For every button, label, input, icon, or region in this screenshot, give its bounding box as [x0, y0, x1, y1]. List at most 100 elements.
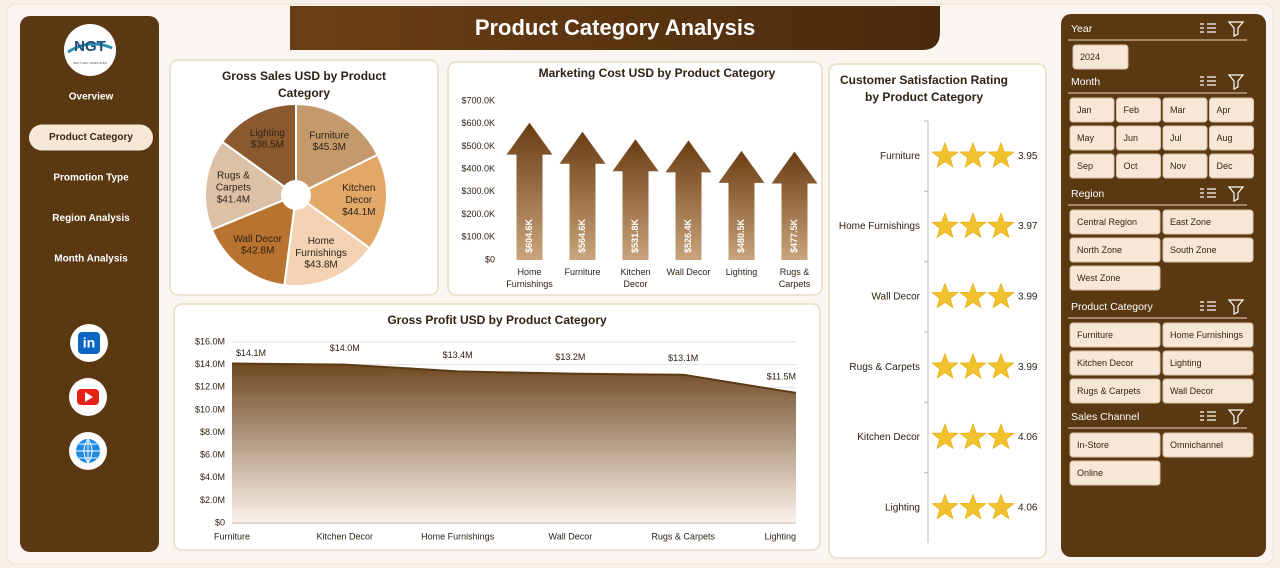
- arrow-bar: [506, 122, 553, 260]
- multi-select-icon[interactable]: [1200, 301, 1216, 311]
- slicer-button[interactable]: [1069, 237, 1161, 263]
- slicer-button[interactable]: [1069, 460, 1161, 486]
- nav-item[interactable]: Region Analysis: [52, 213, 130, 224]
- star-bar: [931, 212, 1015, 239]
- slicer-button-label: Jun: [1124, 133, 1139, 143]
- nav-item[interactable]: Promotion Type: [53, 173, 129, 184]
- star: [959, 141, 987, 168]
- slicer-button[interactable]: [1162, 432, 1254, 458]
- header-banner: [290, 6, 940, 50]
- multi-select-icon[interactable]: [1200, 411, 1216, 421]
- slicer-button[interactable]: [1069, 322, 1161, 348]
- slicer-button[interactable]: [1116, 153, 1161, 179]
- slicer-button-label: West Zone: [1077, 273, 1120, 283]
- slicer-button[interactable]: [1069, 432, 1161, 458]
- slicer-button[interactable]: [1162, 322, 1254, 348]
- slicer-button-label: Dec: [1217, 161, 1234, 171]
- slicer-button-label: Wall Decor: [1170, 386, 1214, 396]
- slicer-button[interactable]: [1162, 125, 1208, 151]
- star: [1015, 433, 1017, 434]
- slicer-button[interactable]: [1116, 125, 1161, 151]
- point-value-label: $14.0M: [330, 343, 360, 353]
- multi-select-icon[interactable]: [1200, 188, 1216, 198]
- clear-filter-icon[interactable]: [1227, 186, 1245, 202]
- star: [987, 141, 1014, 168]
- slicer-button[interactable]: [1162, 350, 1254, 376]
- slicer-button[interactable]: [1162, 97, 1208, 123]
- slicer-button[interactable]: [1209, 97, 1254, 123]
- clear-filter-icon[interactable]: [1227, 299, 1245, 315]
- bar-value-label: 3.97: [1018, 221, 1038, 232]
- slicer-button[interactable]: [1209, 125, 1254, 151]
- slicer-button[interactable]: [1069, 125, 1115, 151]
- bar-value-label: $531.8K: [630, 218, 640, 253]
- y-tick-label: $16.0M: [195, 336, 225, 346]
- star: [987, 212, 1015, 239]
- nav-item[interactable]: Product Category: [49, 132, 133, 143]
- slicer-button-label: South Zone: [1170, 245, 1217, 255]
- slicer-button[interactable]: [1069, 209, 1161, 235]
- slicer-button[interactable]: [1069, 378, 1161, 404]
- slicer-button[interactable]: [1069, 153, 1115, 179]
- slice-category-label: Kitchen Decor: [342, 183, 375, 206]
- nav-item[interactable]: Overview: [69, 92, 114, 103]
- slicer-button-label: Omnichannel: [1170, 440, 1223, 450]
- slicer-button[interactable]: [1162, 209, 1254, 235]
- x-tick-label: Rugs & Carpets: [779, 267, 811, 289]
- x-tick-label: Lighting: [764, 531, 796, 541]
- star: [959, 212, 987, 239]
- slicer-button-label: 2024: [1080, 52, 1100, 62]
- slicer-button[interactable]: [1116, 97, 1161, 123]
- star-bar: [931, 352, 1015, 379]
- y-tick-label: Home Furnishings: [839, 221, 920, 232]
- slice-value-label: $45.3M: [313, 142, 346, 153]
- y-tick-label: $4.0M: [200, 472, 225, 482]
- star: [931, 282, 959, 309]
- slicer-button[interactable]: [1162, 378, 1254, 404]
- multi-select-icon[interactable]: [1200, 23, 1216, 33]
- clear-filter-icon[interactable]: [1227, 21, 1245, 37]
- star: [987, 493, 1015, 520]
- linkedin-text: in: [83, 335, 95, 351]
- point-value-label: $13.2M: [555, 352, 585, 362]
- slicer-button[interactable]: [1069, 265, 1161, 291]
- slicer-button[interactable]: [1072, 44, 1129, 70]
- slicer-button[interactable]: [1162, 237, 1254, 263]
- x-tick-label: Wall Decor: [667, 267, 711, 277]
- clear-filter-icon[interactable]: [1227, 409, 1245, 425]
- pie-slice: [295, 102, 379, 191]
- y-tick-label: $300.0K: [461, 186, 495, 196]
- x-tick-label: Wall Decor: [549, 531, 593, 541]
- pie-slice: [204, 140, 287, 231]
- slice-value-label: $43.8M: [304, 259, 337, 270]
- youtube-play: [85, 392, 93, 402]
- y-tick-label: Wall Decor: [871, 291, 920, 302]
- slicer-button-label: Home Furnishings: [1170, 330, 1244, 340]
- slicer-button[interactable]: [1162, 153, 1208, 179]
- slicer-button-label: Sep: [1077, 161, 1093, 171]
- star: [959, 493, 987, 520]
- star: [959, 352, 987, 379]
- star-bar: [931, 423, 1017, 450]
- bar-value-label: 4.06: [1018, 502, 1038, 513]
- slicer-button[interactable]: [1069, 350, 1161, 376]
- slicer-button-label: Aug: [1217, 133, 1233, 143]
- multi-select-icon[interactable]: [1200, 76, 1216, 86]
- logo-text: NGT: [74, 38, 106, 55]
- bar-value-label: 3.99: [1018, 291, 1038, 302]
- slice-category-label: Home Furnishings: [295, 235, 347, 258]
- chart-title: Marketing Cost USD by Product Category: [539, 66, 776, 80]
- slicer-button-label: Oct: [1124, 161, 1139, 171]
- y-tick-label: Lighting: [885, 502, 920, 513]
- bar-value-label: $480.5K: [736, 218, 746, 253]
- slicer-button[interactable]: [1069, 97, 1115, 123]
- clear-filter-icon[interactable]: [1227, 74, 1245, 90]
- star: [959, 423, 987, 450]
- linkedin-square: [78, 332, 100, 354]
- slicer-button[interactable]: [1209, 153, 1254, 179]
- area-fill: [232, 363, 796, 523]
- page-title: Product Category Analysis: [475, 15, 755, 40]
- star: [987, 423, 1015, 450]
- slicer-title: Region: [1071, 188, 1104, 200]
- nav-item[interactable]: Month Analysis: [54, 254, 128, 265]
